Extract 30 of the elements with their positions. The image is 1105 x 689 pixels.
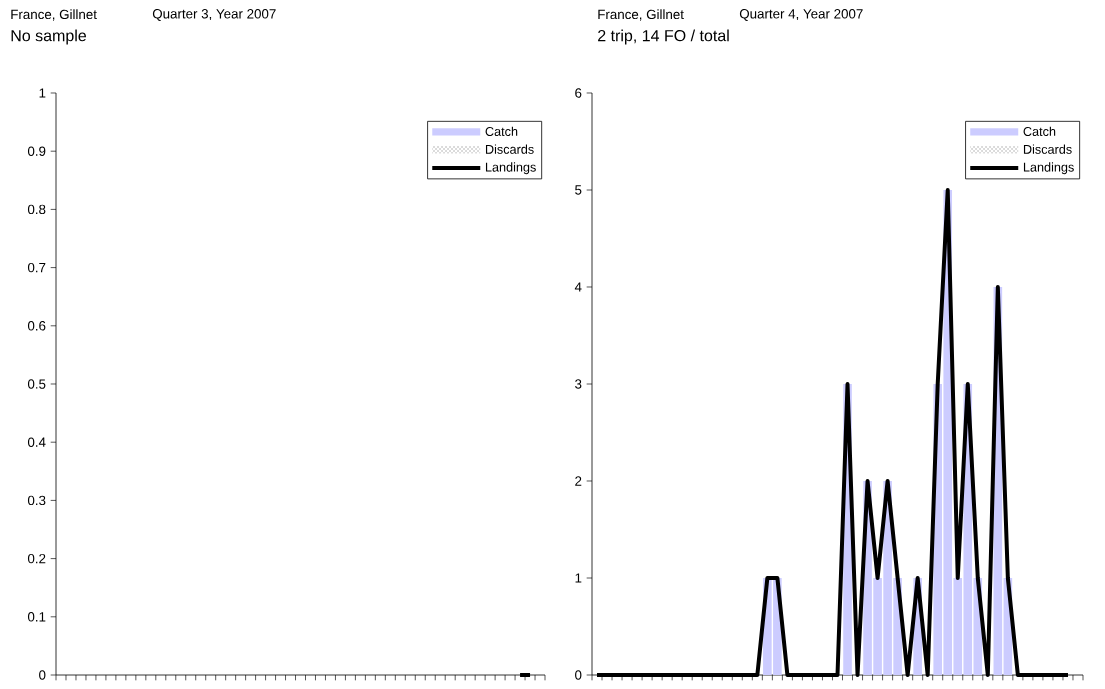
y-tick-label: 0.9	[27, 146, 46, 156]
y-tick-label: 0.7	[27, 262, 46, 273]
y-tick-label: 1	[39, 88, 46, 98]
chart-title: France, Gillnet	[598, 9, 684, 21]
chart-subtitle: Quarter 4, Year 2007	[739, 9, 863, 21]
legend-label: Catch	[1023, 126, 1056, 136]
y-tick-label: 1	[575, 573, 582, 583]
text: No sample	[11, 29, 86, 45]
legend-label: Landings	[485, 162, 536, 175]
y-tick-label: 6	[575, 88, 582, 98]
y-tick-label: 0	[575, 670, 582, 680]
y-tick-label: 3	[575, 379, 582, 389]
chart-subtitle: Quarter 3, Year 2007	[152, 9, 276, 21]
y-tick-label: 0.4	[27, 437, 46, 447]
legend-label: Discards	[485, 144, 534, 154]
y-tick-label: 0.2	[27, 553, 46, 564]
y-tick-label: 0.1	[27, 612, 46, 622]
y-tick-label: 0	[39, 670, 46, 680]
y-tick-label: 0.3	[27, 495, 46, 506]
legend-label: Catch	[485, 126, 518, 136]
legend-label: Landings	[1023, 162, 1074, 175]
y-tick-label: 0.6	[27, 321, 46, 331]
y-tick-label: 2	[575, 476, 582, 486]
chart-title: France, Gillnet	[11, 9, 97, 21]
text: 2 trip, 14 FO / total	[598, 29, 729, 45]
legend-label: Discards	[1023, 144, 1072, 154]
y-tick-label: 0.8	[27, 204, 46, 215]
y-tick-label: 5	[575, 185, 582, 195]
y-tick-label: 4	[574, 282, 582, 292]
y-tick-label: 0.5	[27, 379, 46, 389]
